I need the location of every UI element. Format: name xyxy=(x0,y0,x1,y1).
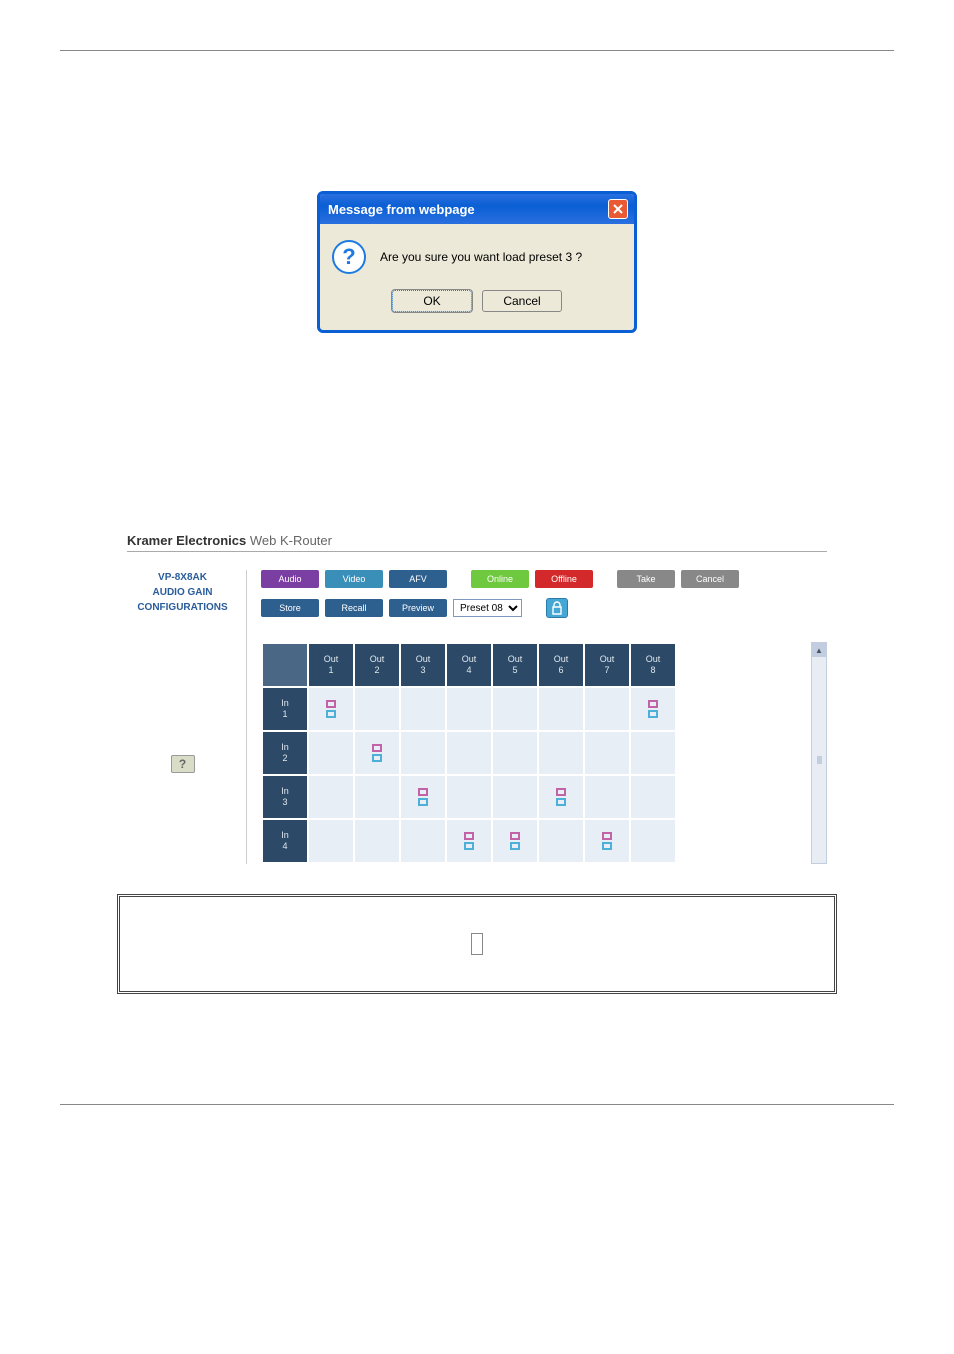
crosspoint-cell[interactable] xyxy=(447,820,491,862)
crosspoint-cell[interactable] xyxy=(539,820,583,862)
dialog-message: Are you sure you want load preset 3 ? xyxy=(380,250,582,264)
router-screenshot: Kramer Electronics Web K-Router VP-8X8AK… xyxy=(127,533,827,864)
row-header: In3 xyxy=(263,776,307,818)
placeholder-glyph xyxy=(471,933,483,955)
sidebar-link-model[interactable]: VP-8X8AK xyxy=(127,570,238,585)
col-header: Out2 xyxy=(355,644,399,686)
crosspoint-cell[interactable] xyxy=(309,820,353,862)
scrollbar[interactable]: ▲ xyxy=(811,642,827,864)
cancel-button[interactable]: Cancel xyxy=(482,290,562,312)
crosspoint-cell[interactable] xyxy=(355,776,399,818)
crosspoint-cell[interactable] xyxy=(539,776,583,818)
crosspoint-cell[interactable] xyxy=(401,688,445,730)
crosspoint-icon xyxy=(464,832,474,850)
toolbar-row-2: Store Recall Preview Preset 08 xyxy=(261,598,827,618)
message-dialog: Message from webpage ? Are you sure you … xyxy=(317,191,637,333)
crosspoint-cell[interactable] xyxy=(355,688,399,730)
ok-button[interactable]: OK xyxy=(392,290,472,312)
dialog-titlebar: Message from webpage xyxy=(320,194,634,224)
crosspoint-cell[interactable] xyxy=(355,732,399,774)
crosspoint-cell[interactable] xyxy=(493,732,537,774)
col-header: Out8 xyxy=(631,644,675,686)
crosspoint-cell[interactable] xyxy=(585,776,629,818)
scroll-thumb[interactable] xyxy=(817,756,822,764)
col-header: Out3 xyxy=(401,644,445,686)
top-rule xyxy=(60,50,894,51)
crosspoint-icon xyxy=(372,744,382,762)
crosspoint-icon xyxy=(556,788,566,806)
crosspoint-cell[interactable] xyxy=(631,688,675,730)
preview-button[interactable]: Preview xyxy=(389,599,447,617)
crosspoint-cell[interactable] xyxy=(401,776,445,818)
crosspoint-icon xyxy=(418,788,428,806)
dialog-body: ? Are you sure you want load preset 3 ? xyxy=(320,224,634,286)
scroll-up-icon[interactable]: ▲ xyxy=(812,643,826,657)
col-header: Out5 xyxy=(493,644,537,686)
online-button[interactable]: Online xyxy=(471,570,529,588)
router-header: Kramer Electronics Web K-Router xyxy=(127,533,827,552)
crosspoint-cell[interactable] xyxy=(493,688,537,730)
crosspoint-icon xyxy=(602,832,612,850)
crosspoint-cell[interactable] xyxy=(585,732,629,774)
crosspoint-cell[interactable] xyxy=(585,820,629,862)
dialog-actions: OK Cancel xyxy=(320,286,634,330)
crosspoint-cell[interactable] xyxy=(447,732,491,774)
crosspoint-cell[interactable] xyxy=(309,732,353,774)
afv-button[interactable]: AFV xyxy=(389,570,447,588)
preset-select[interactable]: Preset 08 xyxy=(453,599,522,617)
crosspoint-icon xyxy=(648,700,658,718)
crosspoint-matrix: Out1 Out2 Out3 Out4 Out5 Out6 Out7 Out8 … xyxy=(261,642,677,864)
col-header: Out7 xyxy=(585,644,629,686)
crosspoint-cell[interactable] xyxy=(539,732,583,774)
bottom-rule xyxy=(60,1104,894,1105)
recall-button[interactable]: Recall xyxy=(325,599,383,617)
crosspoint-cell[interactable] xyxy=(309,688,353,730)
col-header: Out4 xyxy=(447,644,491,686)
crosspoint-cell[interactable] xyxy=(355,820,399,862)
crosspoint-cell[interactable] xyxy=(401,732,445,774)
video-button[interactable]: Video xyxy=(325,570,383,588)
dialog-title: Message from webpage xyxy=(326,202,475,217)
audio-button[interactable]: Audio xyxy=(261,570,319,588)
brand-label: Kramer Electronics xyxy=(127,533,246,548)
crosspoint-cell[interactable] xyxy=(493,820,537,862)
sidebar-link-configurations[interactable]: CONFIGURATIONS xyxy=(127,600,238,615)
note-box xyxy=(117,894,837,994)
col-header: Out1 xyxy=(309,644,353,686)
crosspoint-cell[interactable] xyxy=(631,732,675,774)
sidebar: VP-8X8AK AUDIO GAIN CONFIGURATIONS ? xyxy=(127,570,247,864)
crosspoint-cell[interactable] xyxy=(493,776,537,818)
col-header: Out6 xyxy=(539,644,583,686)
question-icon: ? xyxy=(332,240,366,274)
router-main: Audio Video AFV Online Offline Take Canc… xyxy=(247,570,827,864)
matrix-area: Out1 Out2 Out3 Out4 Out5 Out6 Out7 Out8 … xyxy=(261,642,827,864)
row-header: In1 xyxy=(263,688,307,730)
take-button[interactable]: Take xyxy=(617,570,675,588)
help-button[interactable]: ? xyxy=(171,755,195,773)
crosspoint-cell[interactable] xyxy=(631,820,675,862)
help-wrap: ? xyxy=(127,755,238,773)
dialog-container: Message from webpage ? Are you sure you … xyxy=(60,191,894,333)
app-name: Web K-Router xyxy=(246,533,332,548)
lock-icon[interactable] xyxy=(546,598,568,618)
crosspoint-cell[interactable] xyxy=(447,776,491,818)
crosspoint-cell[interactable] xyxy=(447,688,491,730)
row-header: In4 xyxy=(263,820,307,862)
crosspoint-icon xyxy=(510,832,520,850)
row-header: In2 xyxy=(263,732,307,774)
offline-button[interactable]: Offline xyxy=(535,570,593,588)
toolbar-row-1: Audio Video AFV Online Offline Take Canc… xyxy=(261,570,827,588)
crosspoint-cell[interactable] xyxy=(309,776,353,818)
crosspoint-cell[interactable] xyxy=(401,820,445,862)
crosspoint-cell[interactable] xyxy=(539,688,583,730)
cancel-button-toolbar[interactable]: Cancel xyxy=(681,570,739,588)
matrix-corner xyxy=(263,644,307,686)
store-button[interactable]: Store xyxy=(261,599,319,617)
sidebar-link-audio-gain[interactable]: AUDIO GAIN xyxy=(127,585,238,600)
crosspoint-icon xyxy=(326,700,336,718)
crosspoint-cell[interactable] xyxy=(631,776,675,818)
close-icon[interactable] xyxy=(608,199,628,219)
crosspoint-cell[interactable] xyxy=(585,688,629,730)
